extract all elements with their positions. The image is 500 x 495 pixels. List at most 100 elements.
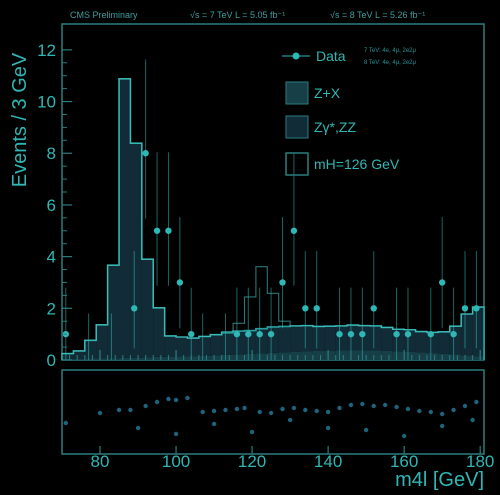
data-point	[188, 330, 195, 338]
y-tick-label: 0	[47, 351, 56, 370]
x-axis-title: m4l [GeV]	[395, 469, 484, 491]
y-tick-label: 2	[47, 299, 56, 318]
y-tick-label: 4	[47, 248, 56, 267]
data-point	[267, 330, 275, 338]
zz-bar	[324, 326, 336, 351]
y-tick-label: 10	[37, 93, 56, 112]
zx-bar	[335, 350, 348, 360]
lower-panel-point	[242, 405, 247, 411]
zz-bar	[392, 329, 405, 352]
legend-zx-swatch	[285, 81, 309, 105]
lower-panel-point	[249, 429, 255, 435]
lower-panel-point	[451, 407, 456, 413]
zz-bar	[244, 330, 256, 354]
zx-bar	[438, 353, 450, 360]
zx-bar	[187, 356, 199, 360]
zx-bar	[278, 352, 291, 360]
lower-panel-point	[268, 410, 274, 416]
data-point	[142, 150, 149, 157]
lower-panel-point	[223, 407, 228, 413]
lower-panel-point	[287, 417, 293, 423]
zz-bar	[141, 259, 154, 358]
lower-panel-point	[382, 402, 388, 408]
lower-panel-point	[128, 407, 133, 413]
y-axis-title: Events / 3 GeV	[9, 52, 31, 187]
zx-bar	[358, 350, 370, 360]
zz-bar	[119, 78, 131, 358]
zx-bar	[73, 358, 85, 360]
zz-bar	[176, 336, 188, 357]
zx-bar	[312, 350, 325, 360]
data-point	[370, 305, 377, 312]
data-point	[461, 305, 469, 312]
legend-higgs-swatch	[285, 152, 309, 176]
x-tick-label: 140	[314, 452, 342, 471]
small-legend-line-1: 7 TeV: 4e, 4μ, 2e2μ	[364, 48, 416, 54]
lower-panel-point	[405, 406, 411, 412]
legend-zx-label: Z+X	[314, 85, 341, 101]
zz-bar	[233, 331, 245, 355]
data-point	[450, 330, 457, 338]
lower-panel-point	[371, 403, 376, 409]
zz-bar	[347, 325, 359, 351]
zx-bar	[96, 358, 108, 360]
legend: Data Z+X Zγ*,ZZ mH=126 GeV 7 TeV: 4e, 4μ…	[282, 48, 416, 176]
lower-panel-point	[325, 409, 331, 415]
lower-panel-point	[211, 408, 217, 414]
lower-panel-point	[143, 403, 148, 409]
zx-bar	[301, 351, 313, 360]
data-point	[359, 330, 366, 338]
zz-bar	[358, 325, 370, 351]
legend-zz-swatch	[285, 115, 309, 139]
zx-bar	[153, 356, 165, 360]
small-legend-line-2: 8 TeV: 4e, 4μ, 2e2μ	[364, 60, 416, 66]
lower-panel-point	[116, 407, 122, 413]
x-tick-label: 100	[162, 452, 190, 471]
data-point	[427, 330, 434, 338]
x-tick-label: 180	[466, 452, 494, 471]
zz-bar	[96, 324, 108, 359]
lower-panel-point	[363, 427, 369, 433]
lower-panel-point	[166, 396, 171, 402]
lower-panel-point	[63, 420, 69, 426]
header-lumi-8: √s = 8 TeV L = 5.26 fb⁻¹	[330, 10, 425, 20]
data-point	[302, 305, 309, 312]
data-point	[347, 330, 355, 338]
data-point	[165, 227, 172, 234]
lower-panel-point	[211, 421, 217, 427]
lower-panel-point	[337, 405, 342, 411]
zx-bar	[176, 356, 188, 360]
zz-bar	[472, 307, 484, 357]
data-point	[336, 330, 343, 338]
zz-bar	[415, 331, 427, 353]
lower-panel-point	[394, 404, 399, 410]
lower-panel-point	[360, 401, 365, 407]
lower-panel-point	[439, 423, 445, 429]
y-tick-label: 6	[47, 196, 56, 215]
zz-bar	[438, 331, 450, 354]
header-label: CMS Preliminary	[70, 10, 138, 20]
lower-panel-point	[303, 407, 308, 413]
zx-bar	[255, 353, 268, 360]
lower-panel-point	[291, 405, 297, 411]
lower-panel-point	[314, 408, 319, 414]
zx-bar	[130, 357, 142, 360]
zx-bar	[347, 350, 359, 360]
ratio-panel-frame	[61, 369, 485, 455]
zz-bar	[221, 332, 234, 355]
zz-bar	[278, 326, 291, 353]
data-point	[404, 330, 412, 338]
axes-layer: 0 2 4 6 8 10 12 80 100 120 140 160 180	[37, 41, 494, 471]
zz-bar	[381, 327, 393, 351]
zz-bar	[164, 335, 177, 357]
zz-bar	[312, 326, 325, 351]
data-points-layer	[62, 59, 480, 360]
zz-bar	[255, 328, 268, 354]
zz-bar	[461, 313, 473, 356]
zz-bar	[153, 307, 165, 357]
zx-bar	[392, 351, 405, 360]
zz-bar	[301, 325, 313, 352]
zx-bar	[369, 350, 382, 360]
zz-bar	[335, 325, 348, 351]
